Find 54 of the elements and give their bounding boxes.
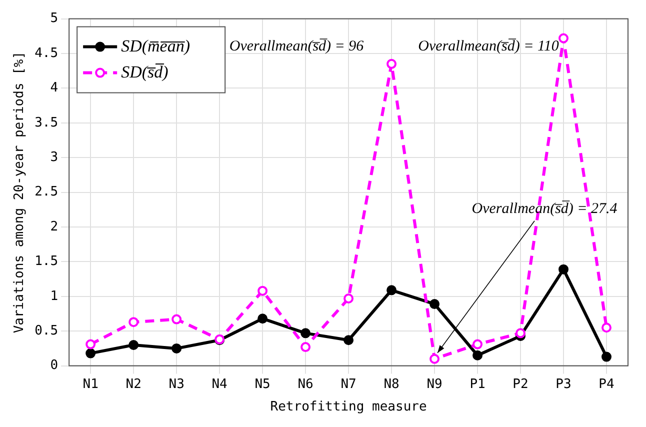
y-tick-label: 1.5	[34, 254, 58, 270]
x-axis-title: Retrofitting measure	[270, 400, 427, 415]
x-tick-label: P3	[556, 376, 572, 392]
legend-label: SD(m̅e̅a̅n̅)	[121, 36, 190, 56]
y-tick-label: 4	[50, 80, 58, 96]
annotation: Overallmean(s̅d̅) = 27.4	[472, 200, 618, 217]
point	[472, 350, 483, 360]
y-tick-label: 4.5	[34, 46, 58, 61]
x-tick-label: P2	[512, 376, 528, 392]
x-tick-label: N2	[126, 376, 142, 392]
y-tick-label: 1	[50, 288, 58, 304]
annotation: Overallmean(s̅d̅) = 96	[229, 38, 364, 55]
point	[386, 285, 397, 296]
x-tick-label: N3	[168, 376, 184, 392]
x-tick-label: N5	[254, 376, 270, 392]
point	[344, 293, 354, 304]
point	[558, 264, 569, 274]
y-tick-label: 3.5	[34, 115, 58, 130]
point	[300, 342, 311, 352]
annotation: Overallmean(s̅d̅) = 110	[418, 38, 560, 55]
point	[300, 328, 311, 338]
point	[172, 314, 182, 324]
point	[516, 328, 526, 338]
point	[602, 352, 612, 362]
point	[430, 354, 440, 364]
x-tick-label: N1	[82, 376, 98, 392]
point	[128, 340, 139, 350]
point	[344, 335, 354, 346]
y-tick-label: 0.5	[34, 323, 58, 338]
point	[172, 343, 182, 354]
legend-label: SD(s̅d̅)	[121, 62, 169, 82]
x-tick-label: N7	[340, 376, 356, 392]
y-tick-label: 2	[50, 219, 58, 234]
y-tick-label: 2.5	[34, 184, 58, 200]
point	[602, 322, 612, 333]
point	[86, 348, 96, 358]
point	[558, 33, 569, 44]
point	[258, 286, 268, 296]
y-tick-label: 3	[50, 150, 58, 165]
x-tick-label: N4	[212, 376, 228, 392]
x-tick-label: N9	[426, 376, 442, 392]
x-tick-label: P4	[598, 376, 614, 392]
y-tick-label: 0	[50, 358, 58, 374]
x-tick-label: P1	[470, 376, 486, 392]
point	[258, 314, 268, 324]
y-tick-label: 5	[50, 11, 58, 26]
x-tick-label: N8	[384, 376, 400, 392]
y-axis-title: Variations among 20-year periods [%]	[12, 51, 28, 334]
point	[128, 317, 139, 328]
point	[430, 299, 440, 310]
point	[386, 58, 397, 69]
point	[472, 339, 483, 350]
x-tick-label: N6	[298, 376, 314, 392]
point	[86, 339, 96, 350]
